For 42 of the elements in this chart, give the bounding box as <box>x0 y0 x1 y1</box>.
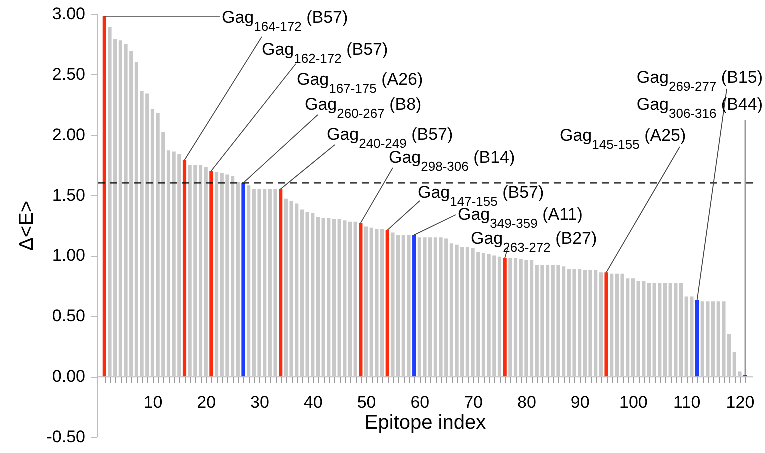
x-tick-label: 10 <box>144 393 163 412</box>
y-tick-label: -0.50 <box>46 428 86 446</box>
x-tick-label: 30 <box>250 393 270 412</box>
y-tick-label: 1.50 <box>52 186 86 205</box>
x-tick-label: 20 <box>197 393 216 412</box>
bar <box>102 16 106 377</box>
x-tick-label: 110 <box>674 393 701 412</box>
annotation: Gag$_{167-175}$ (A26) <box>297 70 424 96</box>
annotation: Gag$_{263-272}$ (B27) <box>471 229 598 254</box>
bar <box>604 272 608 377</box>
x-tick-label: 50 <box>357 393 376 412</box>
annotation: Gag$_{164-172}$ (B57) <box>222 8 348 34</box>
bar <box>386 230 390 377</box>
y-axis-title: Δ<E> <box>16 200 38 252</box>
x-tick-label: 70 <box>464 393 484 412</box>
annotation: Gag$_{260-267}$ (B8) <box>305 95 422 120</box>
bar <box>695 300 700 377</box>
annotation: Gag$_{145-155}$ (A25) <box>560 126 686 152</box>
x-axis-title: Epitope index <box>364 412 486 434</box>
y-tick-label: 2.00 <box>52 125 86 144</box>
bar <box>182 160 187 377</box>
y-tick-label: 0.00 <box>52 367 86 386</box>
bar <box>503 258 507 377</box>
bar <box>242 183 246 377</box>
x-tick-label: 100 <box>620 393 648 412</box>
annotation: Gag$_{269-277}$ (B15) <box>636 68 763 94</box>
annotation: Gag$_{240-249}$ (B57) <box>327 125 454 150</box>
x-tick-label: 60 <box>410 393 430 412</box>
annotation: Gag$_{298-306}$ (B14) <box>389 148 516 174</box>
bar <box>210 171 214 377</box>
x-tick-label: 90 <box>570 393 590 412</box>
bar <box>279 189 283 377</box>
y-tick-label: 2.50 <box>52 64 86 84</box>
x-tick-label: 120 <box>726 393 755 412</box>
y-tick-label: 0.50 <box>52 306 86 326</box>
bar <box>412 235 416 377</box>
bar <box>359 223 363 377</box>
annotation: Gag$_{162-172}$ (B57) <box>262 40 388 66</box>
y-tick-label: 3.00 <box>52 4 86 24</box>
y-tick-label: 1.00 <box>52 246 86 266</box>
x-tick-label: 80 <box>517 393 536 412</box>
x-tick-label: 40 <box>304 393 323 412</box>
